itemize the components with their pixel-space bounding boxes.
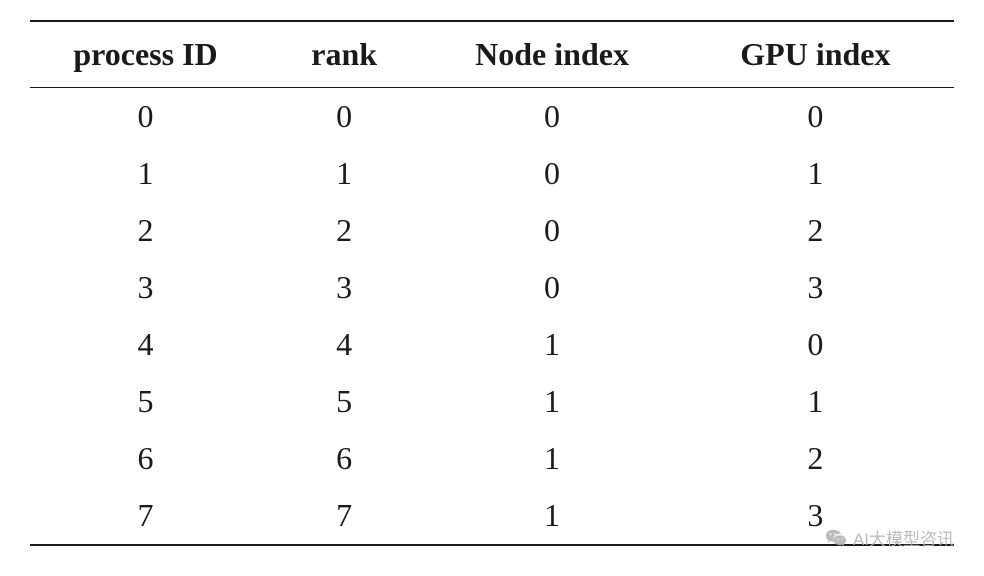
cell-node-index: 0 — [427, 145, 676, 202]
cell-rank: 2 — [261, 202, 427, 259]
header-process-id: process ID — [30, 21, 261, 88]
cell-rank: 5 — [261, 373, 427, 430]
cell-node-index: 1 — [427, 316, 676, 373]
cell-rank: 4 — [261, 316, 427, 373]
cell-process-id: 3 — [30, 259, 261, 316]
cell-node-index: 1 — [427, 487, 676, 545]
table-row: 7 7 1 3 — [30, 487, 954, 545]
cell-node-index: 1 — [427, 430, 676, 487]
cell-process-id: 2 — [30, 202, 261, 259]
cell-process-id: 6 — [30, 430, 261, 487]
cell-rank: 1 — [261, 145, 427, 202]
cell-rank: 6 — [261, 430, 427, 487]
watermark-text: AI大模型咨讯 — [853, 525, 954, 550]
cell-rank: 0 — [261, 88, 427, 146]
table-row: 0 0 0 0 — [30, 88, 954, 146]
table-row: 4 4 1 0 — [30, 316, 954, 373]
cell-gpu-index: 2 — [677, 430, 954, 487]
cell-process-id: 7 — [30, 487, 261, 545]
cell-gpu-index: 1 — [677, 373, 954, 430]
header-node-index: Node index — [427, 21, 676, 88]
cell-process-id: 1 — [30, 145, 261, 202]
cell-gpu-index: 3 — [677, 259, 954, 316]
process-gpu-table: process ID rank Node index GPU index 0 0… — [30, 20, 954, 546]
cell-rank: 3 — [261, 259, 427, 316]
cell-rank: 7 — [261, 487, 427, 545]
table-row: 1 1 0 1 — [30, 145, 954, 202]
cell-node-index: 0 — [427, 259, 676, 316]
cell-node-index: 0 — [427, 202, 676, 259]
cell-node-index: 1 — [427, 373, 676, 430]
table-row: 2 2 0 2 — [30, 202, 954, 259]
table-row: 5 5 1 1 — [30, 373, 954, 430]
table-row: 3 3 0 3 — [30, 259, 954, 316]
cell-process-id: 0 — [30, 88, 261, 146]
cell-node-index: 0 — [427, 88, 676, 146]
header-gpu-index: GPU index — [677, 21, 954, 88]
cell-gpu-index: 1 — [677, 145, 954, 202]
cell-gpu-index: 0 — [677, 88, 954, 146]
cell-gpu-index: 0 — [677, 316, 954, 373]
table-header-row: process ID rank Node index GPU index — [30, 21, 954, 88]
watermark: AI大模型咨讯 — [825, 525, 954, 550]
wechat-icon — [825, 527, 847, 549]
header-rank: rank — [261, 21, 427, 88]
cell-gpu-index: 2 — [677, 202, 954, 259]
cell-process-id: 5 — [30, 373, 261, 430]
table-row: 6 6 1 2 — [30, 430, 954, 487]
cell-process-id: 4 — [30, 316, 261, 373]
